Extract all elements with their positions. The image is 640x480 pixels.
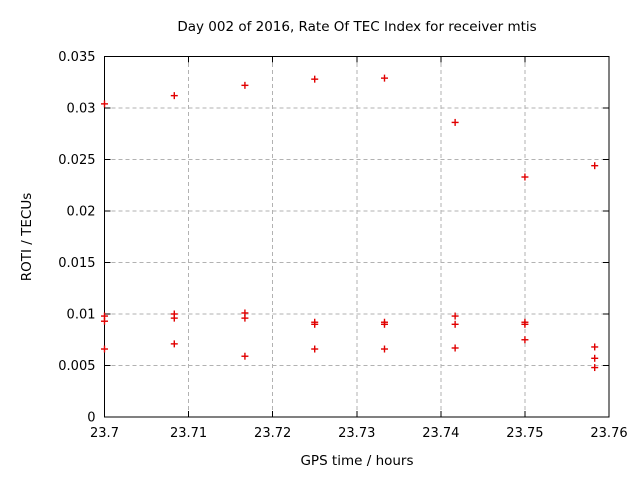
chart-title: Day 002 of 2016, Rate Of TEC Index for r…	[177, 19, 537, 35]
y-tick-label: 0.015	[58, 256, 95, 271]
data-point-marker	[591, 343, 599, 351]
data-points	[101, 74, 599, 372]
data-point-marker	[311, 345, 319, 353]
data-point-marker	[591, 364, 599, 372]
data-point-marker	[101, 100, 108, 108]
data-point-marker	[380, 320, 388, 328]
plot-border	[104, 56, 610, 418]
data-point-marker	[241, 81, 249, 89]
y-tick-label: 0.005	[58, 359, 95, 374]
data-point-marker	[311, 320, 319, 328]
data-point-marker	[591, 162, 599, 170]
data-point-marker	[451, 312, 459, 320]
data-point-marker	[170, 92, 178, 100]
data-point-marker	[241, 314, 249, 322]
tick-labels: 23.7 23.71 23.72 23.73 23.74 23.75 23.76 0 0.005…	[58, 50, 627, 441]
data-point-marker	[311, 75, 319, 83]
y-tick-label: 0	[87, 411, 95, 426]
data-point-marker	[380, 345, 388, 353]
x-tick-label: 23.72	[254, 426, 291, 441]
x-axis-label: GPS time / hours	[300, 453, 414, 469]
x-tick-label: 23.73	[338, 426, 375, 441]
plot-border-and-ticks	[104, 56, 610, 418]
data-point-marker	[170, 314, 178, 322]
x-tick-label: 23.74	[422, 426, 459, 441]
x-tick-label: 23.71	[170, 426, 207, 441]
x-tick-label: 23.76	[590, 426, 627, 441]
x-tick-label: 23.7	[90, 426, 119, 441]
y-tick-label: 0.025	[58, 153, 95, 168]
data-point-marker	[380, 74, 388, 82]
data-point-marker	[591, 354, 599, 362]
data-point-marker	[451, 344, 459, 352]
data-point-marker	[451, 118, 459, 126]
data-point-marker	[241, 352, 249, 360]
data-point-marker	[521, 336, 529, 344]
data-point-marker	[521, 173, 529, 181]
y-tick-label: 0.03	[67, 102, 96, 117]
data-point-marker	[451, 320, 459, 328]
grid-lines	[104, 56, 610, 418]
y-tick-label: 0.02	[67, 205, 96, 220]
data-point-marker	[521, 320, 529, 328]
y-tick-label: 0.035	[58, 50, 95, 65]
data-point-marker	[170, 340, 178, 348]
x-tick-label: 23.75	[506, 426, 543, 441]
data-point-marker	[101, 317, 108, 325]
y-tick-label: 0.01	[67, 308, 96, 323]
data-point-marker	[101, 345, 108, 353]
